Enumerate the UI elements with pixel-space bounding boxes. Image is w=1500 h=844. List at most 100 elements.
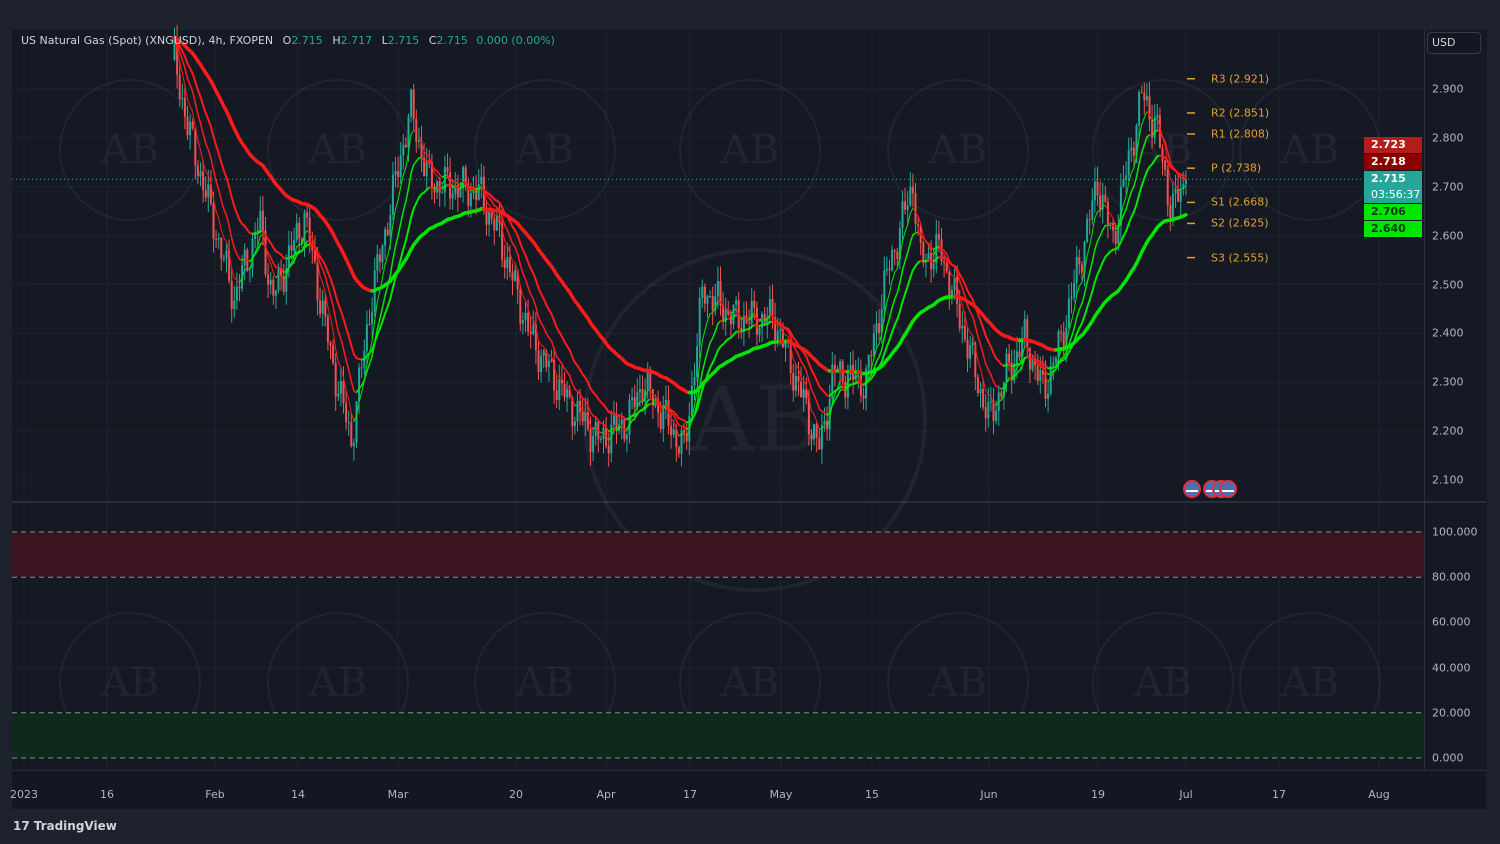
candle-body: [948, 271, 951, 297]
ema-medium-line: [800, 360, 805, 367]
oscillator-tick: 0.000: [1432, 751, 1464, 765]
ema-fast-line: [449, 182, 454, 187]
candle-body: [670, 425, 673, 436]
ema-fast-line: [371, 320, 376, 342]
ema-medium-line: [1003, 381, 1008, 389]
ema-medium-line: [542, 326, 548, 335]
ema-fast-line: [501, 228, 506, 241]
ema-medium-line: [236, 253, 241, 261]
watermark-logo-icon: [887, 79, 1029, 221]
candle-body: [969, 345, 972, 359]
symbol-title[interactable]: US Natural Gas (Spot) (XNGUSD), 4h, FXOP…: [21, 34, 274, 47]
candle-body: [917, 223, 920, 226]
ema-medium-line: [568, 374, 574, 385]
tradingview-branding[interactable]: 𝟭𝟳 TradingView: [13, 819, 117, 833]
ema-fast-line: [795, 363, 799, 370]
ema-fast-line: [873, 347, 877, 359]
ema-fast-line: [509, 252, 513, 262]
ema-fast-line: [421, 141, 425, 153]
candle-body: [540, 355, 543, 373]
candle-body: [285, 268, 288, 292]
candle-body: [1023, 319, 1026, 339]
candle-body: [1132, 147, 1135, 156]
ema-medium-line: [389, 259, 394, 277]
ema-medium-line: [410, 164, 415, 174]
ema-fast-line: [870, 357, 875, 370]
candle-body: [776, 331, 779, 340]
ema-medium-line: [1169, 161, 1174, 168]
ema-fast-line: [579, 406, 584, 412]
us-flag-icon: [1219, 480, 1237, 498]
ema-fast-line: [215, 210, 220, 220]
ema-medium-line: [350, 380, 355, 392]
candle-body: [750, 300, 753, 324]
ema-fast-line: [967, 326, 971, 334]
candle-body: [1164, 160, 1167, 170]
ema-fast-line: [691, 405, 695, 419]
ema-medium-line: [524, 278, 529, 289]
ema-medium-line: [178, 51, 184, 61]
price-axis[interactable]: [1424, 30, 1487, 770]
ema-fast-line: [389, 223, 394, 245]
ema-medium-line: [979, 343, 984, 355]
ema-fast-line: [530, 315, 534, 320]
candle-body: [464, 167, 467, 185]
ema-fast-line: [993, 402, 997, 406]
candle-body: [558, 379, 561, 400]
candle-body: [732, 304, 735, 325]
candle-body: [394, 171, 397, 176]
ema-slow-line: [901, 292, 907, 303]
ema-fast-line: [228, 252, 233, 270]
ema-slow-line: [337, 303, 342, 312]
candle-body: [576, 400, 579, 422]
ema-fast-line: [1076, 285, 1080, 296]
ema-medium-line: [831, 399, 836, 407]
ema-fast-line: [220, 229, 225, 239]
high-value: 2.717: [340, 34, 373, 47]
ema-trend-line: [1181, 213, 1188, 218]
time-axis[interactable]: [12, 770, 1486, 809]
ema-fast-line: [655, 395, 659, 402]
ema-fast-line: [1128, 172, 1132, 184]
candle-body: [896, 251, 899, 259]
price-tick: 2.900: [1432, 82, 1464, 96]
candle-body: [945, 262, 948, 272]
ema-fast-line: [202, 160, 207, 173]
economic-event-flag-icon[interactable]: [1183, 480, 1201, 498]
ema-medium-line: [704, 350, 709, 363]
ema-fast-line: [1089, 232, 1093, 247]
candle-body: [607, 445, 610, 454]
ema-slow-line: [215, 144, 220, 155]
ema-medium-line: [1013, 372, 1018, 378]
ema-medium-line: [579, 393, 584, 400]
ema-fast-line: [538, 339, 542, 346]
candle-body: [516, 269, 519, 290]
candle-body: [758, 327, 761, 335]
price-label: 2.640: [1364, 221, 1422, 237]
high-label: H: [332, 34, 341, 47]
ema-fast-line: [1117, 214, 1122, 227]
candle-body: [885, 268, 888, 271]
candle-body: [254, 232, 257, 240]
currency-button[interactable]: USD: [1427, 32, 1481, 54]
ema-medium-line: [1078, 303, 1083, 311]
ema-medium-line: [316, 253, 321, 265]
ema-medium-line: [345, 359, 350, 371]
candle-body: [191, 121, 194, 129]
ema-fast-line: [233, 277, 238, 281]
candle-body: [264, 230, 267, 275]
ema-fast-line: [231, 268, 235, 279]
ema-medium-line: [1130, 185, 1135, 193]
candle-body: [563, 383, 566, 398]
economic-event-flag-icon[interactable]: [1219, 480, 1237, 498]
candle-body: [984, 407, 987, 419]
ema-medium-line: [990, 373, 995, 383]
candle-body: [833, 364, 836, 373]
ema-fast-line: [982, 379, 987, 392]
ema-fast-line: [262, 233, 266, 247]
ema-medium-line: [1094, 240, 1099, 251]
candle-body: [779, 329, 782, 332]
ema-fast-line: [954, 275, 958, 285]
time-tick: May: [769, 788, 793, 801]
candle-body: [1080, 264, 1083, 273]
